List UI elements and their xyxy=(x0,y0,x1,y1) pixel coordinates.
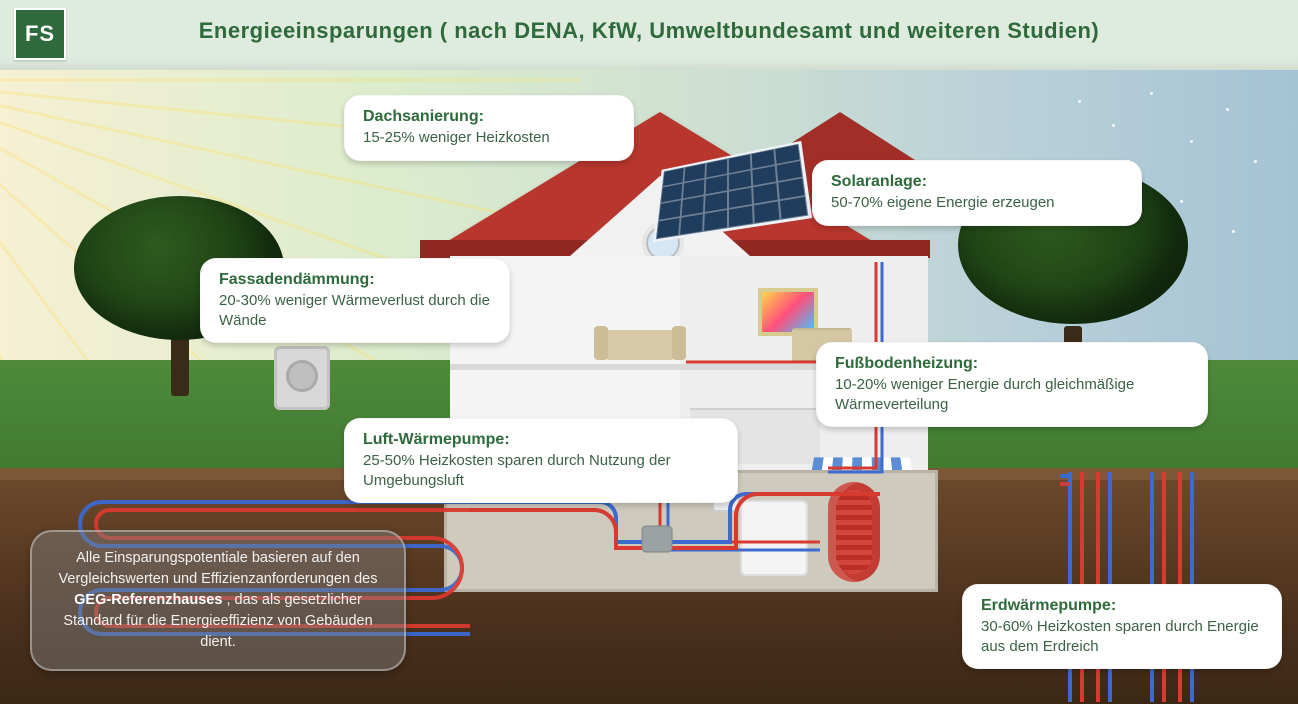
callout-fussboden: Fußbodenheizung: 10-20% weniger Energie … xyxy=(816,342,1208,427)
callout-fussboden-body: 10-20% weniger Energie durch gleichmäßig… xyxy=(835,375,1189,414)
stage: FS Energieeinsparungen ( nach DENA, KfW,… xyxy=(0,0,1298,704)
callout-erdwp: Erdwärmepumpe: 30-60% Heizkosten sparen … xyxy=(962,584,1282,669)
callout-dach-body: 15-25% weniger Heizkosten xyxy=(363,128,615,148)
infobox: Alle Einsparungspotentiale basieren auf … xyxy=(30,530,406,671)
snow-dot xyxy=(1226,108,1229,111)
callout-dach: Dachsanierung: 15-25% weniger Heizkosten xyxy=(344,95,634,161)
air-heat-pump-icon xyxy=(274,346,330,410)
callout-solar: Solaranlage: 50-70% eigene Energie erzeu… xyxy=(812,160,1142,226)
callout-luftwp: Luft-Wärmepumpe: 25-50% Heizkosten spare… xyxy=(344,418,738,503)
snow-dot xyxy=(1112,124,1115,127)
page-title: Energieeinsparungen ( nach DENA, KfW, Um… xyxy=(0,18,1298,44)
infobox-text-1: Alle Einsparungspotentiale basieren auf … xyxy=(59,550,378,587)
snow-dot xyxy=(1254,160,1257,163)
callout-solar-title: Solaranlage: xyxy=(831,173,1123,191)
callout-dach-title: Dachsanierung: xyxy=(363,108,615,126)
snow-dot xyxy=(1078,100,1081,103)
callout-fassade: Fassadendämmung: 20-30% weniger Wärmever… xyxy=(200,258,510,343)
callout-luftwp-title: Luft-Wärmepumpe: xyxy=(363,431,719,449)
callout-fussboden-title: Fußbodenheizung: xyxy=(835,355,1189,373)
callout-luftwp-body: 25-50% Heizkosten sparen durch Nutzung d… xyxy=(363,451,719,490)
snow-dot xyxy=(1150,92,1153,95)
snow-dot xyxy=(1190,140,1193,143)
callout-fassade-title: Fassadendämmung: xyxy=(219,271,491,289)
infobox-text-bold: GEG-Referenzhauses xyxy=(74,592,222,608)
snow-dot xyxy=(1232,230,1235,233)
callout-erdwp-title: Erdwärmepumpe: xyxy=(981,597,1263,615)
callout-erdwp-body: 30-60% Heizkosten sparen durch Energie a… xyxy=(981,617,1263,656)
callout-solar-body: 50-70% eigene Energie erzeugen xyxy=(831,193,1123,213)
callout-fassade-body: 20-30% weniger Wärmeverlust durch die Wä… xyxy=(219,291,491,330)
